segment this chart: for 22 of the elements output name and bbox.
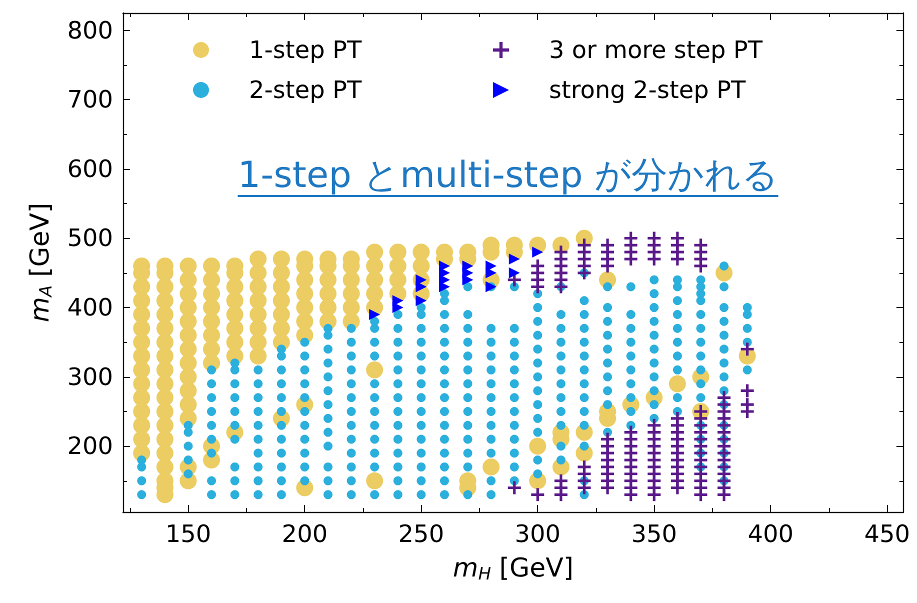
x-tick-label: 300	[514, 520, 561, 548]
legend-label: 3 or more step PT	[549, 36, 763, 64]
x-tick-label: 400	[748, 520, 794, 548]
x-tick-label: 250	[398, 520, 444, 548]
point	[486, 260, 497, 272]
y-tick-label: 300	[67, 362, 113, 391]
y-tick-label: 800	[67, 16, 113, 44]
y-tick-label: 200	[67, 432, 113, 460]
point	[462, 260, 474, 272]
y-tick-label: 600	[67, 154, 113, 183]
y-tick-label: 700	[67, 86, 113, 114]
y-tick-label: 500	[67, 224, 113, 252]
legend-label: strong 2-step PT	[549, 76, 746, 104]
x-tick-label: 200	[282, 520, 328, 548]
annotation: 1-step とmulti-step が分かれる	[236, 154, 780, 198]
x-tick-label: 350	[631, 520, 678, 548]
legend-label: 2-step PT	[249, 76, 362, 104]
y-axis-title: mA [GeV]	[26, 202, 56, 322]
y-tick-label: 400	[67, 294, 113, 322]
x-tick-label: 150	[165, 520, 212, 548]
legend-label: 1-step PT	[249, 36, 362, 64]
x-tick-label: 450	[864, 520, 910, 548]
